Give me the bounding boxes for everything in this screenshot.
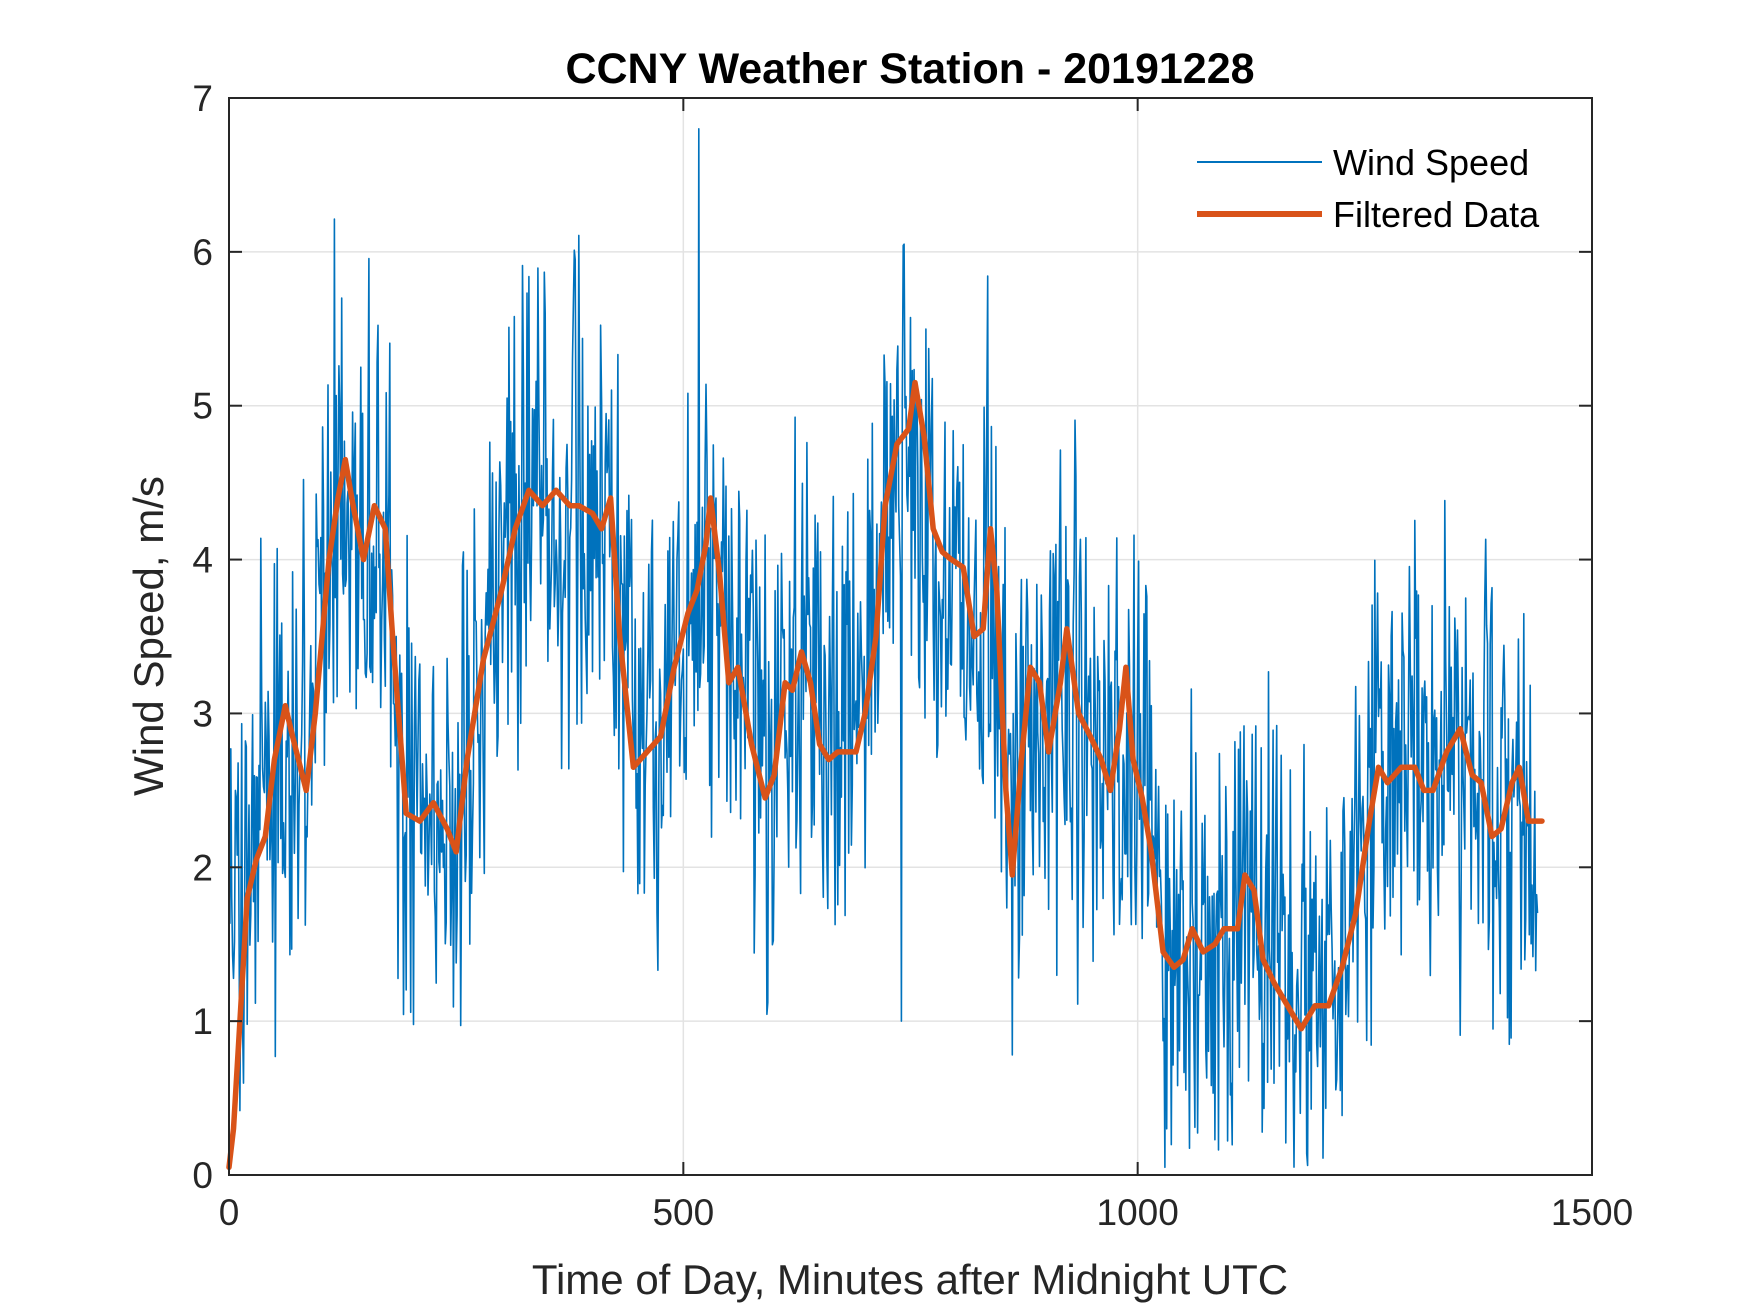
legend: Wind Speed Filtered Data — [1183, 128, 1568, 243]
y-tick-label: 1 — [192, 1001, 213, 1042]
x-tick-label: 0 — [219, 1192, 240, 1233]
axes-box — [228, 97, 1593, 1176]
series-line-wind-speed — [228, 128, 1539, 1169]
x-tick-label: 1500 — [1551, 1192, 1633, 1233]
x-axis-label: Time of Day, Minutes after Midnight UTC — [532, 1256, 1288, 1303]
x-tick-label: 1000 — [1097, 1192, 1179, 1233]
series-layer — [226, 128, 1545, 1171]
y-tick-label: 4 — [192, 540, 213, 581]
y-tick-label: 7 — [192, 78, 213, 119]
legend-label-wind-speed: Wind Speed — [1333, 142, 1529, 183]
x-tick-label: 500 — [652, 1192, 714, 1233]
legend-box — [1183, 128, 1568, 243]
chart-title: CCNY Weather Station - 20191228 — [565, 45, 1254, 93]
legend-label-filtered-data: Filtered Data — [1333, 194, 1540, 235]
plot-area — [229, 98, 1592, 1175]
y-tick-label: 3 — [192, 693, 213, 734]
y-tick-label: 5 — [192, 386, 213, 427]
y-tick-label: 6 — [192, 232, 213, 273]
axis-ticks: 0 500 1000 1500 0 1 2 3 4 5 6 7 — [192, 78, 1633, 1233]
series-line-filtered-data — [226, 379, 1545, 1171]
y-axis-label: Wind Speed, m/s — [125, 476, 172, 796]
y-tick-label: 0 — [192, 1155, 213, 1196]
y-tick-label: 2 — [192, 847, 213, 888]
